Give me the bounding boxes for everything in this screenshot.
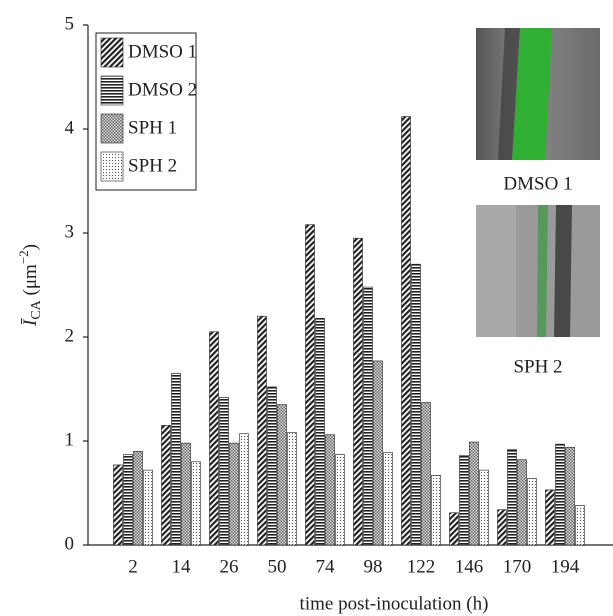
bar bbox=[209, 331, 219, 546]
legend-label: DMSO 1 bbox=[128, 41, 197, 62]
bar bbox=[335, 454, 345, 546]
x-tick-label: 26 bbox=[220, 556, 239, 577]
bar bbox=[325, 434, 335, 546]
inset-image bbox=[476, 205, 600, 337]
bar bbox=[113, 464, 123, 546]
bar bbox=[507, 449, 517, 546]
x-tick-label: 74 bbox=[316, 556, 336, 577]
bar bbox=[575, 505, 585, 546]
bar bbox=[565, 446, 575, 546]
bar bbox=[401, 116, 411, 546]
y-tick-label: 4 bbox=[65, 117, 75, 138]
bar bbox=[421, 402, 431, 546]
bar bbox=[181, 442, 191, 546]
bar bbox=[191, 461, 201, 546]
x-tick-label: 50 bbox=[268, 556, 287, 577]
legend-label: DMSO 2 bbox=[128, 79, 197, 100]
y-axis-label: ĪCA (μm−2) bbox=[16, 244, 44, 327]
bar bbox=[469, 441, 479, 546]
bar bbox=[527, 478, 537, 546]
x-axis-label: time post-inoculation (h) bbox=[300, 593, 489, 614]
bar bbox=[555, 443, 565, 546]
bar bbox=[171, 373, 181, 546]
inset-label: SPH 2 bbox=[513, 356, 562, 377]
bar bbox=[143, 469, 153, 546]
y-label-symbol: Ī bbox=[20, 318, 41, 327]
bar bbox=[517, 459, 527, 546]
bar bbox=[133, 451, 143, 546]
legend-label: SPH 2 bbox=[128, 155, 177, 176]
legend-swatch bbox=[100, 151, 124, 182]
bar bbox=[315, 317, 325, 546]
bar bbox=[229, 442, 239, 546]
bar bbox=[267, 386, 277, 546]
x-tick-label: 122 bbox=[407, 556, 436, 577]
bar bbox=[383, 452, 393, 546]
y-tick-label: 1 bbox=[65, 429, 75, 450]
x-tick-label: 170 bbox=[503, 556, 532, 577]
x-tick-label: 98 bbox=[364, 556, 383, 577]
bar bbox=[411, 263, 421, 546]
y-tick-label: 0 bbox=[65, 533, 75, 554]
bar bbox=[479, 469, 489, 546]
bar bbox=[123, 454, 133, 546]
bar bbox=[373, 360, 383, 546]
bar bbox=[353, 237, 363, 546]
bar bbox=[363, 286, 373, 546]
inset-label: DMSO 1 bbox=[503, 173, 572, 194]
y-tick-label: 3 bbox=[65, 221, 75, 242]
x-tick-label: 194 bbox=[551, 556, 580, 577]
bar bbox=[431, 475, 441, 546]
y-label-close: ) bbox=[20, 244, 41, 250]
bar bbox=[497, 509, 507, 546]
y-label-exponent: −2 bbox=[16, 250, 31, 264]
bar bbox=[305, 224, 315, 546]
bar bbox=[459, 455, 469, 546]
bar bbox=[287, 432, 297, 546]
y-tick-label: 5 bbox=[65, 13, 75, 34]
bar bbox=[277, 404, 287, 546]
legend-label: SPH 1 bbox=[128, 117, 177, 138]
y-label-unit: (μm bbox=[20, 264, 41, 300]
bar bbox=[257, 315, 267, 546]
y-tick-label: 2 bbox=[65, 325, 75, 346]
bar bbox=[545, 489, 555, 546]
bar bbox=[449, 512, 459, 546]
bar bbox=[219, 397, 229, 546]
inset-image bbox=[476, 28, 600, 160]
bar bbox=[161, 425, 171, 546]
legend-swatch bbox=[100, 37, 124, 68]
x-tick-label: 2 bbox=[128, 556, 138, 577]
legend-swatch bbox=[100, 75, 124, 106]
y-label-subscript: CA bbox=[29, 299, 44, 319]
bar bbox=[239, 433, 249, 546]
x-tick-label: 146 bbox=[455, 556, 484, 577]
x-tick-label: 14 bbox=[172, 556, 192, 577]
legend-swatch bbox=[100, 113, 124, 144]
